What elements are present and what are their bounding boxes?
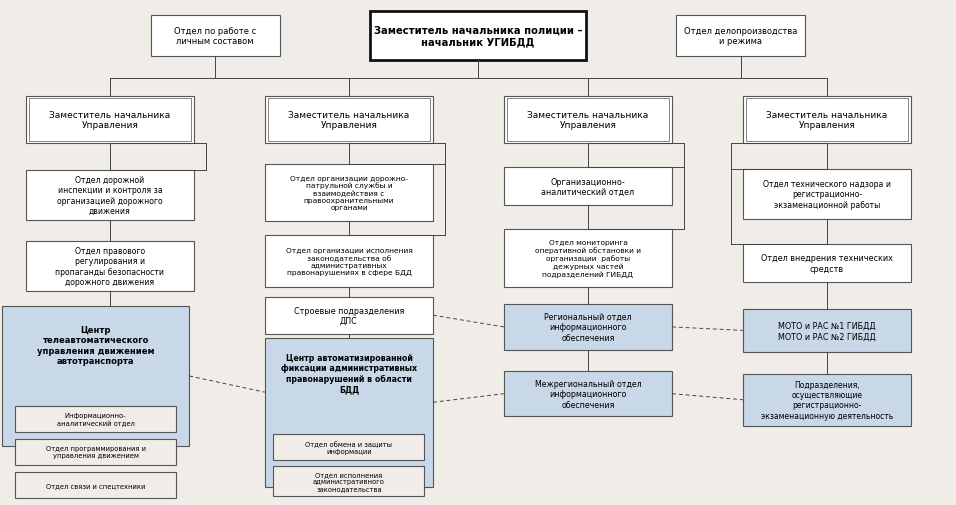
FancyBboxPatch shape xyxy=(265,338,433,487)
FancyBboxPatch shape xyxy=(743,310,911,352)
Text: Отдел по работе с
личным составом: Отдел по работе с личным составом xyxy=(174,27,256,46)
FancyBboxPatch shape xyxy=(26,170,194,221)
Text: МОТО и РАС №1 ГИБДД
МОТО и РАС №2 ГИБДД: МОТО и РАС №1 ГИБДД МОТО и РАС №2 ГИБДД xyxy=(778,321,876,340)
Text: Заместитель начальника
Управления: Заместитель начальника Управления xyxy=(528,111,648,130)
Text: Отдел технического надзора и
регистрационно-
экзаменационной работы: Отдел технического надзора и регистрацио… xyxy=(763,180,891,209)
FancyBboxPatch shape xyxy=(15,439,176,465)
FancyBboxPatch shape xyxy=(150,16,279,57)
Text: Информационно-
аналитический отдел: Информационно- аналитический отдел xyxy=(56,413,135,426)
Text: Отдел исполнения
административного
законодательства: Отдел исполнения административного закон… xyxy=(313,471,385,491)
Text: Отдел делопроизводства
и режима: Отдел делопроизводства и режима xyxy=(684,27,797,46)
FancyBboxPatch shape xyxy=(504,305,672,350)
Text: Подразделения,
осуществляющие
регистрационно-
экзаменационную деятельность: Подразделения, осуществляющие регистраци… xyxy=(761,380,893,420)
FancyBboxPatch shape xyxy=(273,434,424,460)
Text: Отдел программирования и
управления движением: Отдел программирования и управления движ… xyxy=(46,445,145,459)
Text: Межрегиональный отдел
информационного
обеспечения: Межрегиональный отдел информационного об… xyxy=(534,379,641,409)
Text: Отдел дорожной
инспекции и контроля за
организацией дорожного
движения: Отдел дорожной инспекции и контроля за о… xyxy=(57,175,163,216)
FancyBboxPatch shape xyxy=(2,306,189,446)
Text: Заместитель начальника полиции –
начальник УГИБДД: Заместитель начальника полиции – начальн… xyxy=(374,26,582,47)
Text: Отдел организации дорожно-
патрульной службы и
взаимодействия с
правоохранительн: Отдел организации дорожно- патрульной сл… xyxy=(290,175,408,211)
Text: Отдел обмена и защиты
информации: Отдел обмена и защиты информации xyxy=(305,440,393,454)
Text: Строевые подразделения
ДПС: Строевые подразделения ДПС xyxy=(293,306,404,325)
FancyBboxPatch shape xyxy=(26,241,194,292)
Text: Организационно-
аналитический отдел: Организационно- аналитический отдел xyxy=(541,177,635,196)
Text: Региональный отдел
информационного
обеспечения: Региональный отдел информационного обесп… xyxy=(544,313,632,342)
FancyBboxPatch shape xyxy=(505,97,671,143)
FancyBboxPatch shape xyxy=(504,371,672,417)
FancyBboxPatch shape xyxy=(743,169,911,220)
FancyBboxPatch shape xyxy=(265,297,433,334)
FancyBboxPatch shape xyxy=(27,97,193,143)
Text: Отдел организации исполнения
законодательства об
административных
правонарушения: Отдел организации исполнения законодател… xyxy=(286,247,412,276)
FancyBboxPatch shape xyxy=(273,466,424,496)
Text: Заместитель начальника
Управления: Заместитель начальника Управления xyxy=(767,111,887,130)
FancyBboxPatch shape xyxy=(743,245,911,282)
FancyBboxPatch shape xyxy=(15,472,176,498)
Text: Отдел мониторинга
оперативной обстановки и
организации  работы
дежурных частей
п: Отдел мониторинга оперативной обстановки… xyxy=(535,240,641,277)
FancyBboxPatch shape xyxy=(370,12,585,61)
FancyBboxPatch shape xyxy=(504,230,672,287)
FancyBboxPatch shape xyxy=(265,235,433,288)
Text: Отдел внедрения технических
средств: Отдел внедрения технических средств xyxy=(761,254,893,273)
Text: Заместитель начальника
Управления: Заместитель начальника Управления xyxy=(289,111,409,130)
FancyBboxPatch shape xyxy=(743,97,910,143)
Text: Отдел связи и спецтехники: Отдел связи и спецтехники xyxy=(46,482,145,488)
Text: Центр автоматизированной
фиксации административных
правонарушений в области
БДД: Центр автоматизированной фиксации админи… xyxy=(281,353,417,393)
FancyBboxPatch shape xyxy=(265,97,432,143)
FancyBboxPatch shape xyxy=(265,165,433,221)
FancyBboxPatch shape xyxy=(676,16,805,57)
Text: Заместитель начальника
Управления: Заместитель начальника Управления xyxy=(50,111,170,130)
Text: Центр
телеавтоматического
управления движением
автотранспорта: Центр телеавтоматического управления дви… xyxy=(37,325,154,365)
FancyBboxPatch shape xyxy=(743,374,911,426)
FancyBboxPatch shape xyxy=(15,406,176,432)
Text: Отдел правового
регулирования и
пропаганды безопасности
дорожного движения: Отдел правового регулирования и пропаган… xyxy=(55,246,164,287)
FancyBboxPatch shape xyxy=(504,168,672,206)
